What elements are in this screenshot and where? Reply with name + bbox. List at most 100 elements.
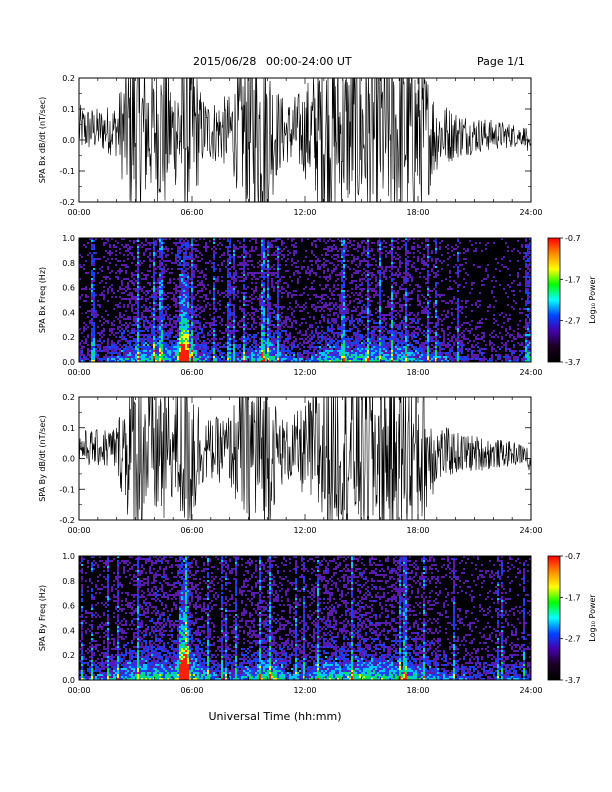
spectrogram-cell [93,352,95,354]
spectrogram-cell [255,350,257,352]
spectrogram-cell [261,340,263,342]
spectrogram-cell [245,250,247,252]
spectrogram-cell [365,310,367,312]
spectrogram-cell [229,312,231,314]
spectrogram-cell [253,276,255,278]
spectrogram-cell [337,332,339,334]
spectrogram-cell [191,328,193,330]
spectrogram-cell [201,344,203,346]
spectrogram-cell [175,346,177,348]
spectrogram-cell [291,308,293,310]
spectrogram-cell [177,256,179,258]
spectrogram-cell [325,336,327,338]
spectrogram-cell [383,320,385,322]
spectrogram-cell [151,312,153,314]
spectrogram-cell [127,340,129,342]
spectrogram-cell [367,304,369,306]
spectrogram-cell [111,328,113,330]
spectrogram-cell [335,354,337,356]
spectrogram-cell [279,268,281,270]
spectrogram-cell [289,334,291,336]
spectrogram-cell [103,358,105,360]
spectrogram-cell [381,350,383,352]
spectrogram-cell [161,342,163,344]
spectrogram-cell [127,248,129,250]
spectrogram-cell [183,332,185,334]
spectrogram-cell [101,238,103,240]
spectrogram-cell [203,344,205,346]
spectrogram-cell [379,342,381,344]
spectrogram-cell [127,358,129,360]
spectrogram-cell [209,308,211,310]
spectrogram-cell [395,352,397,354]
spectrogram-cell [341,256,343,258]
spectrogram-cell [291,324,293,326]
spectrogram-cell [391,274,393,276]
spectrogram-cell [87,316,89,318]
spectrogram-cell [393,290,395,292]
spectrogram-cell [189,286,191,288]
spectrogram-cell [261,312,263,314]
spectrogram-cell [99,304,101,306]
spectrogram-cell [261,298,263,300]
spectrogram-cell [105,250,107,252]
spectrogram-cell [273,254,275,256]
spectrogram-cell [115,254,117,256]
spectrogram-cell [213,352,215,354]
spectrogram-cell [367,356,369,358]
spectrogram-cell [371,348,373,350]
spectrogram-cell [171,352,173,354]
spectrogram-cell [149,326,151,328]
spectrogram-cell [87,272,89,274]
spectrogram-cell [327,250,329,252]
spectrogram-cell [371,344,373,346]
spectrogram-cell [193,248,195,250]
spectrogram-cell [125,328,127,330]
spectrogram-cell [169,348,171,350]
spectrogram-cell [231,288,233,290]
spectrogram-cell [127,304,129,306]
spectrogram-cell [199,306,201,308]
spectrogram-cell [137,298,139,300]
spectrogram-cell [251,260,253,262]
spectrogram-cell [251,308,253,310]
spectrogram-cell [273,332,275,334]
spectrogram-cell [167,334,169,336]
spectrogram-cell [145,348,147,350]
spectrogram-cell [391,242,393,244]
spectrogram-cell [183,248,185,250]
spectrogram-cell [147,358,149,360]
spectrogram-cell [319,336,321,338]
spectrogram-cell [391,352,393,354]
spectrogram-cell [305,352,307,354]
spectrogram-cell [271,308,273,310]
spectrogram-cell [205,322,207,324]
spectrogram-cell [265,350,267,352]
spectrogram-cell [289,276,291,278]
spectrogram-cell [219,330,221,332]
spectrogram-cell [237,344,239,346]
spectrogram-cell [169,324,171,326]
spectrogram-cell [165,246,167,248]
spectrogram-cell [315,240,317,242]
spectrogram-cell [159,342,161,344]
spectrogram-cell [317,356,319,358]
spectrogram-cell [147,336,149,338]
spectrogram-cell [233,346,235,348]
spectrogram-cell [379,292,381,294]
spectrogram-cell [391,332,393,334]
spectrogram-cell [261,304,263,306]
spectrogram-cell [393,342,395,344]
spectrogram-cell [337,254,339,256]
spectrogram-cell [391,278,393,280]
spectrogram-cell [139,334,141,336]
spectrogram-cell [263,244,265,246]
spectrogram-cell [203,324,205,326]
spectrogram-cell [137,252,139,254]
spectrogram-cell [343,252,345,254]
spectrogram-cell [141,246,143,248]
spectrogram-cell [261,272,263,274]
spectrogram-cell [95,252,97,254]
spectrogram-cell [361,306,363,308]
spectrogram-cell [171,326,173,328]
